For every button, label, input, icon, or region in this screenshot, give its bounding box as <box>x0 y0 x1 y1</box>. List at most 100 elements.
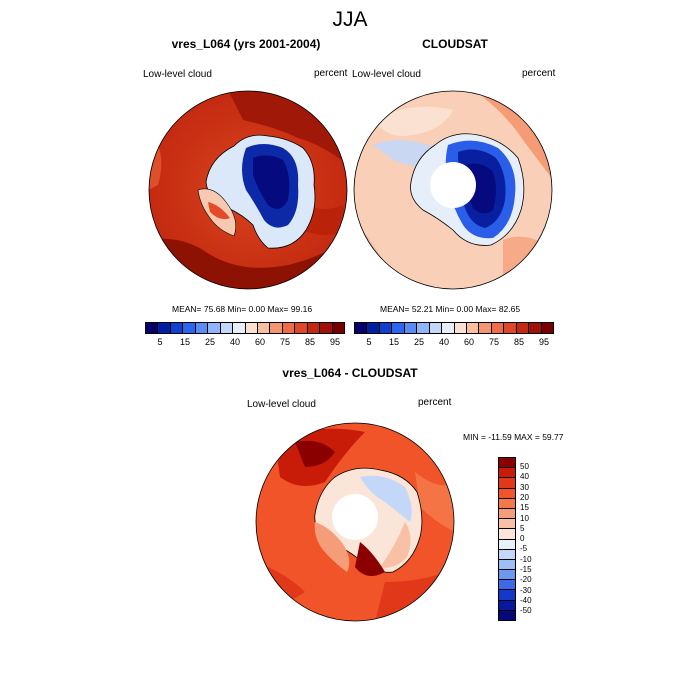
negative-difference-region <box>360 475 412 522</box>
colorbar-3-swatch <box>499 477 515 488</box>
colorbar-1-swatch <box>294 323 307 333</box>
panel-3-polar-map <box>255 422 455 622</box>
colorbar-2-tick: 25 <box>413 337 424 347</box>
colorbar-1-swatch <box>232 323 245 333</box>
colorbar-3-tick: -10 <box>520 555 532 564</box>
panel-1-stats: MEAN= 75.68 Min= 0.00 Max= 99.16 <box>172 304 313 314</box>
colorbar-1-swatch <box>219 323 233 333</box>
colorbar-3-swatch <box>499 458 515 468</box>
colorbar-3-tick: -40 <box>520 596 532 605</box>
colorbar-3-tick: 5 <box>520 524 525 533</box>
colorbar-2-swatch <box>391 323 404 333</box>
colorbar-1-swatch <box>182 323 195 333</box>
panel-2-left-label: Low-level cloud <box>352 69 421 80</box>
colorbar-2-swatch <box>503 323 516 333</box>
colorbar-3-swatch <box>499 558 515 570</box>
colorbar-2-swatch <box>528 323 541 333</box>
colorbar-3-swatch <box>499 569 515 580</box>
colorbar-2-tick: 75 <box>488 337 499 347</box>
panel-1-polar-map <box>148 90 348 290</box>
colorbar-3-tick: 0 <box>520 534 525 543</box>
colorbar-1-swatch <box>319 323 332 333</box>
colorbar-1-tick: 5 <box>157 337 163 347</box>
colorbar-2-tick: 85 <box>513 337 524 347</box>
colorbar-2-swatch <box>540 323 553 333</box>
colorbar-1-swatch <box>281 323 295 333</box>
figure-title: JJA <box>332 8 368 31</box>
colorbar-1-swatch <box>146 323 158 333</box>
panel-1-left-label: Low-level cloud <box>143 69 212 80</box>
colorbar-2-swatch <box>428 323 442 333</box>
missing-data-polar-hole <box>332 494 378 540</box>
panel-3-left-label: Low-level cloud <box>247 399 316 410</box>
colorbar-3-tick: 30 <box>520 483 529 492</box>
colorbar-3-swatch <box>499 507 515 519</box>
colorbar-1-tick: 75 <box>279 337 290 347</box>
colorbar-2-swatch <box>378 323 392 333</box>
colorbar-3-tick: -30 <box>520 586 532 595</box>
panel-1-title: vres_L064 (yrs 2001-2004) <box>171 37 321 51</box>
panel-2-stats: MEAN= 52.21 Min= 0.00 Max= 82.65 <box>380 304 521 314</box>
colorbar-3-tick: 10 <box>520 514 529 523</box>
colorbar-1-swatch <box>207 323 220 333</box>
colorbar-3-tick: 15 <box>520 503 529 512</box>
colorbar-2-swatch <box>441 323 454 333</box>
colorbar-3-swatch <box>499 497 515 508</box>
colorbar-1-tick: 40 <box>229 337 240 347</box>
colorbar-1-swatch <box>306 323 320 333</box>
colorbar-1 <box>145 322 345 334</box>
missing-data-polar-hole <box>430 162 476 208</box>
colorbar-2-swatch <box>478 323 491 333</box>
colorbar-3-swatch <box>499 528 515 539</box>
colorbar-1-swatch <box>331 323 344 333</box>
colorbar-2-tick: 5 <box>366 337 372 347</box>
colorbar-3-swatch <box>499 487 515 498</box>
panel-2-polar-map <box>353 90 553 290</box>
colorbar-3-tick: -5 <box>520 544 528 553</box>
colorbar-3-swatch <box>499 518 515 529</box>
colorbar-1-tick: 15 <box>179 337 190 347</box>
colorbar-2-swatch <box>465 323 479 333</box>
colorbar-1-swatch <box>157 323 170 333</box>
colorbar-3-swatch <box>499 467 515 478</box>
colorbar-1-swatch <box>269 323 282 333</box>
panel-2-right-label: percent <box>522 68 556 79</box>
colorbar-1-tick: 95 <box>329 337 340 347</box>
colorbar-3-swatch <box>499 538 515 549</box>
colorbar-1-swatch <box>256 323 270 333</box>
panel-3-right-label: percent <box>418 397 452 408</box>
colorbar-3-tick: 50 <box>520 462 529 471</box>
colorbar-3-tick: -15 <box>520 565 532 574</box>
colorbar-2-swatch <box>403 323 417 333</box>
colorbar-2-tick: 60 <box>463 337 474 347</box>
colorbar-3-swatch <box>499 548 515 559</box>
panel-3-stats: MIN = -11.59 MAX = 59.77 <box>463 432 564 442</box>
colorbar-2-swatch <box>416 323 429 333</box>
colorbar-1-swatch <box>194 323 208 333</box>
colorbar-1-swatch <box>244 323 257 333</box>
panel-2-title: CLOUDSAT <box>422 37 488 51</box>
colorbar-2-swatch <box>355 323 367 333</box>
colorbar-3-swatch <box>499 599 515 610</box>
colorbar-1-swatch <box>169 323 183 333</box>
colorbar-2-tick: 15 <box>388 337 399 347</box>
colorbar-1-tick: 25 <box>204 337 215 347</box>
colorbar-2 <box>354 322 554 334</box>
colorbar-2-swatch <box>366 323 379 333</box>
colorbar-3-tick: -20 <box>520 575 532 584</box>
panel-3-title: vres_L064 - CLOUDSAT <box>282 366 418 380</box>
colorbar-3 <box>498 457 516 621</box>
colorbar-1-tick: 60 <box>254 337 265 347</box>
colorbar-3-tick: 40 <box>520 472 529 481</box>
colorbar-3-swatch <box>499 589 515 600</box>
colorbar-1-tick: 85 <box>304 337 315 347</box>
colorbar-2-swatch <box>453 323 466 333</box>
colorbar-3-tick: 20 <box>520 493 529 502</box>
colorbar-2-swatch <box>515 323 529 333</box>
colorbar-3-swatch <box>499 579 515 590</box>
colorbar-3-swatch <box>499 609 515 620</box>
colorbar-3-tick: -50 <box>520 606 532 615</box>
colorbar-2-swatch <box>490 323 504 333</box>
colorbar-2-tick: 40 <box>438 337 449 347</box>
panel-1-right-label: percent <box>314 68 348 79</box>
